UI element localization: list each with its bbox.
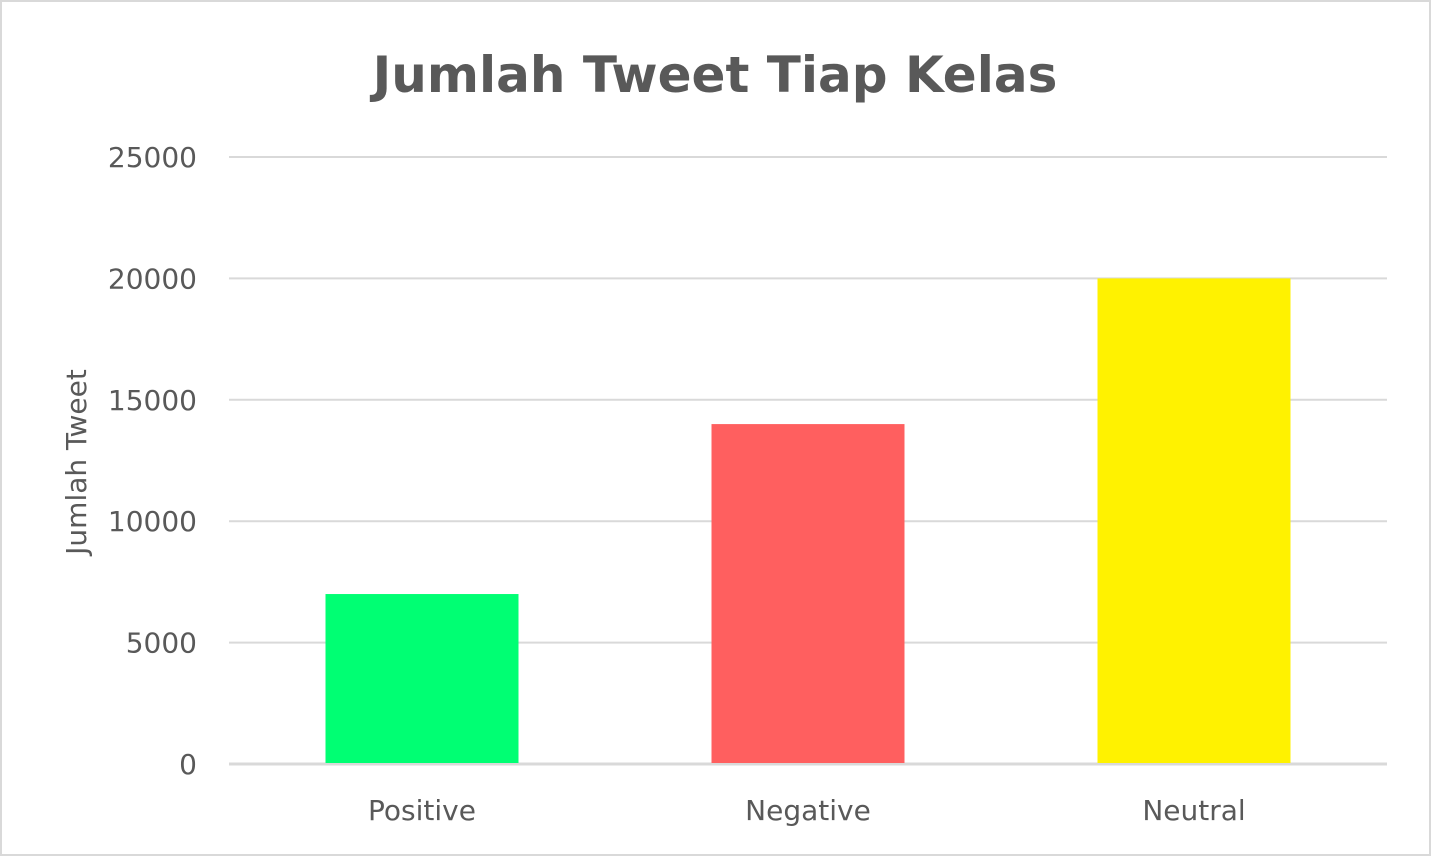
y-tick-label: 20000 — [108, 262, 197, 295]
y-axis-label: Jumlah Tweet — [60, 369, 93, 557]
y-tick-label: 5000 — [126, 627, 197, 660]
x-tick-label: Negative — [745, 794, 871, 827]
x-axis-ticks: Positive Negative Neutral — [368, 794, 1246, 827]
y-tick-label: 25000 — [108, 141, 197, 174]
y-axis-ticks: 0 5000 10000 15000 20000 25000 — [108, 141, 197, 781]
y-tick-label: 0 — [179, 748, 197, 781]
bars — [325, 278, 1291, 763]
x-tick-label: Positive — [368, 794, 476, 827]
bar-neutral — [1097, 278, 1291, 763]
bar-negative — [711, 424, 905, 763]
y-tick-label: 15000 — [108, 384, 197, 417]
chart-title: Jumlah Tweet Tiap Kelas — [370, 46, 1058, 104]
y-tick-label: 10000 — [108, 505, 197, 538]
x-tick-label: Neutral — [1142, 794, 1245, 827]
bar-positive — [325, 594, 519, 763]
